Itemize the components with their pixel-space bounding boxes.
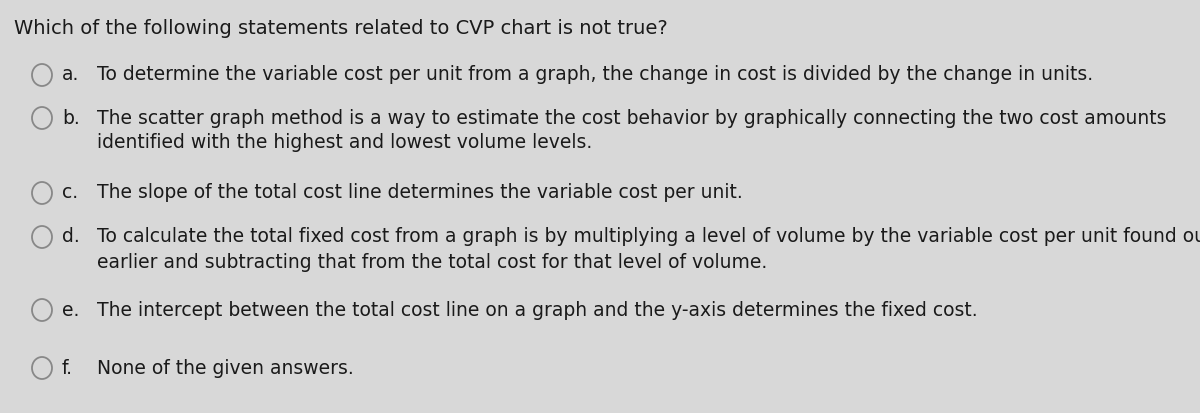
Ellipse shape xyxy=(32,182,52,204)
Text: Which of the following statements related to CVP chart is not true?: Which of the following statements relate… xyxy=(14,19,667,38)
Text: b.: b. xyxy=(62,109,79,128)
Text: To determine the variable cost per unit from a graph, the change in cost is divi: To determine the variable cost per unit … xyxy=(97,66,1093,85)
Ellipse shape xyxy=(32,357,52,379)
Text: a.: a. xyxy=(62,66,79,85)
Text: identified with the highest and lowest volume levels.: identified with the highest and lowest v… xyxy=(97,133,593,152)
Text: d.: d. xyxy=(62,228,79,247)
Text: To calculate the total fixed cost from a graph is by multiplying a level of volu: To calculate the total fixed cost from a… xyxy=(97,228,1200,247)
Text: earlier and subtracting that from the total cost for that level of volume.: earlier and subtracting that from the to… xyxy=(97,252,767,271)
Ellipse shape xyxy=(32,64,52,86)
Text: None of the given answers.: None of the given answers. xyxy=(97,358,354,377)
Text: c.: c. xyxy=(62,183,78,202)
Text: f.: f. xyxy=(62,358,73,377)
Ellipse shape xyxy=(32,107,52,129)
Text: e.: e. xyxy=(62,301,79,320)
Ellipse shape xyxy=(32,226,52,248)
Text: The slope of the total cost line determines the variable cost per unit.: The slope of the total cost line determi… xyxy=(97,183,743,202)
Text: The scatter graph method is a way to estimate the cost behavior by graphically c: The scatter graph method is a way to est… xyxy=(97,109,1166,128)
Text: The intercept between the total cost line on a graph and the y-axis determines t: The intercept between the total cost lin… xyxy=(97,301,978,320)
Ellipse shape xyxy=(32,299,52,321)
